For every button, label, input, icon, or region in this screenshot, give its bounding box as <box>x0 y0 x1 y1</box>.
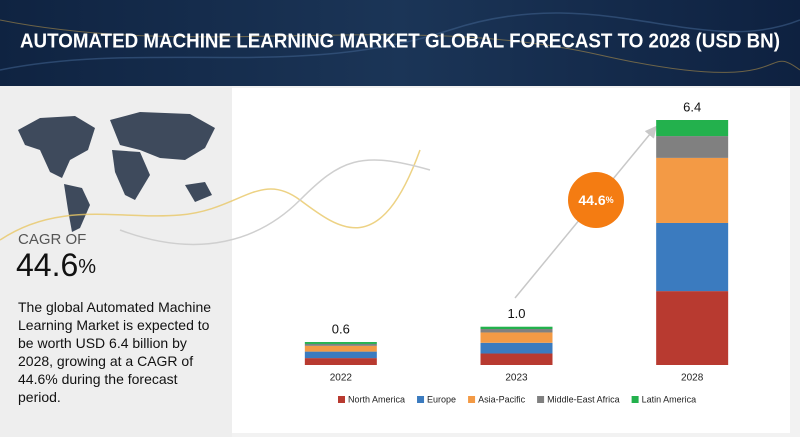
bar-segment <box>304 351 377 359</box>
cagr-unit: % <box>78 256 96 278</box>
badge-text: 44.6% <box>578 192 613 208</box>
legend-swatch <box>468 396 476 403</box>
legend-label: North America <box>348 394 405 404</box>
bar-segment <box>656 136 729 158</box>
decor-line <box>0 19 800 73</box>
x-tick-label: 2028 <box>681 373 704 384</box>
bar-segment <box>656 222 729 292</box>
badge-unit: % <box>606 195 614 205</box>
map-australia <box>185 182 212 202</box>
map-north-america <box>18 116 95 178</box>
cagr-label: CAGR OF <box>18 231 86 248</box>
total-label: 0.6 <box>332 321 350 336</box>
cagr-value: 44.6% <box>16 247 96 283</box>
decor-line <box>119 159 431 246</box>
map-south-america <box>64 184 90 232</box>
bar-segment <box>480 326 553 330</box>
decor-line <box>0 149 421 241</box>
bar-segment <box>480 329 553 333</box>
x-tick-label: 2022 <box>330 373 353 384</box>
bar-segment <box>480 332 553 343</box>
bar-segment <box>656 291 729 365</box>
bar-segment <box>304 345 377 352</box>
world-map <box>18 112 215 232</box>
map-eurasia <box>110 112 215 160</box>
cagr-number: 44.6 <box>16 247 78 283</box>
bar-segment <box>304 343 377 346</box>
total-label: 6.4 <box>683 99 701 114</box>
header-title: AUTOMATED MACHINE LEARNING MARKET GLOBAL… <box>20 30 780 52</box>
x-tick-label: 2023 <box>505 373 528 384</box>
legend-swatch <box>417 396 425 403</box>
bar-segment <box>656 157 729 223</box>
cagr-badge <box>568 172 624 228</box>
bar-segment <box>480 353 553 365</box>
legend-label: Latin America <box>642 394 697 404</box>
legend-label: Asia-Pacific <box>478 394 526 404</box>
decor-line <box>0 12 800 71</box>
bar-segment <box>480 342 553 354</box>
map-africa <box>112 150 150 200</box>
legend-swatch <box>537 396 545 403</box>
bar-segment <box>304 358 377 365</box>
bar-segment <box>656 120 729 137</box>
legend-label: Middle-East Africa <box>547 394 620 404</box>
legend-swatch <box>338 396 345 403</box>
legend-swatch <box>631 396 639 403</box>
total-label: 1.0 <box>507 306 525 321</box>
badge-number: 44.6 <box>578 192 605 208</box>
description: The global Automated Machine Learning Ma… <box>18 299 212 405</box>
bar-segment <box>304 342 377 344</box>
legend-label: Europe <box>427 394 456 404</box>
